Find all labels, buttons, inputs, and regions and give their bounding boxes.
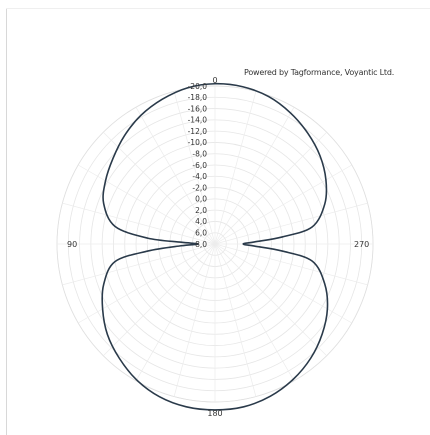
series-line bbox=[101, 82, 329, 411]
radial-tick-label: 4,0 bbox=[195, 217, 207, 226]
grid-spoke bbox=[173, 91, 216, 245]
radial-tick-label: 2,0 bbox=[195, 206, 207, 215]
grid-spoke bbox=[135, 106, 216, 245]
radial-tick-label: -8,0 bbox=[192, 150, 207, 159]
radial-tick-label: -4,0 bbox=[192, 172, 207, 181]
angle-tick-label: 180 bbox=[207, 409, 222, 418]
grid-spoke bbox=[135, 243, 216, 382]
frame-top-border bbox=[6, 8, 430, 9]
radial-tick-label: -20,0 bbox=[188, 82, 208, 91]
grid-spoke bbox=[214, 243, 368, 286]
radial-tick-label: 0,0 bbox=[195, 195, 207, 204]
grid-spoke bbox=[173, 243, 216, 397]
grid-spoke bbox=[214, 106, 295, 245]
grid-spoke bbox=[214, 243, 353, 324]
radial-tick-label: 8,0 bbox=[195, 240, 207, 249]
radial-tick-label: -2,0 bbox=[192, 183, 207, 192]
radial-tick-label: -18,0 bbox=[188, 93, 208, 102]
grid-spoke bbox=[214, 243, 327, 356]
grid-spoke bbox=[77, 243, 216, 324]
radial-tick-label: -16,0 bbox=[188, 104, 208, 113]
credit-text: Powered by Tagformance, Voyantic Ltd. bbox=[244, 68, 395, 77]
grid-spoke bbox=[214, 202, 368, 245]
radial-tick-label: -12,0 bbox=[188, 127, 208, 136]
grid-spoke bbox=[214, 243, 257, 397]
grid-spoke bbox=[103, 132, 216, 245]
angle-tick-label: 0 bbox=[212, 76, 217, 85]
grid-spoke bbox=[214, 164, 353, 245]
angle-tick-labels: 0 90 180 270 bbox=[67, 76, 369, 418]
series-layer bbox=[101, 82, 329, 411]
radial-tick-label: -6,0 bbox=[192, 161, 207, 170]
polar-grid bbox=[56, 85, 374, 403]
grid-spoke bbox=[214, 132, 327, 245]
grid-spoke bbox=[214, 91, 257, 245]
radial-tick-label: -10,0 bbox=[188, 138, 208, 147]
grid-spoke bbox=[62, 243, 216, 286]
angle-tick-label: 90 bbox=[67, 240, 77, 249]
angle-tick-label: 270 bbox=[354, 240, 369, 249]
radial-tick-label: 6,0 bbox=[195, 229, 207, 238]
grid-spoke bbox=[62, 202, 216, 245]
grid-spoke bbox=[103, 243, 216, 356]
radial-tick-label: -14,0 bbox=[188, 116, 208, 125]
grid-spoke bbox=[77, 164, 216, 245]
radial-tick-labels: 8,0 6,0 4,0 2,0 0,0 -2,0 -4,0 -6,0 -8,0 -10,0 -12,… bbox=[188, 82, 208, 249]
frame-left-border bbox=[6, 8, 7, 435]
grid-spoke bbox=[214, 243, 295, 382]
